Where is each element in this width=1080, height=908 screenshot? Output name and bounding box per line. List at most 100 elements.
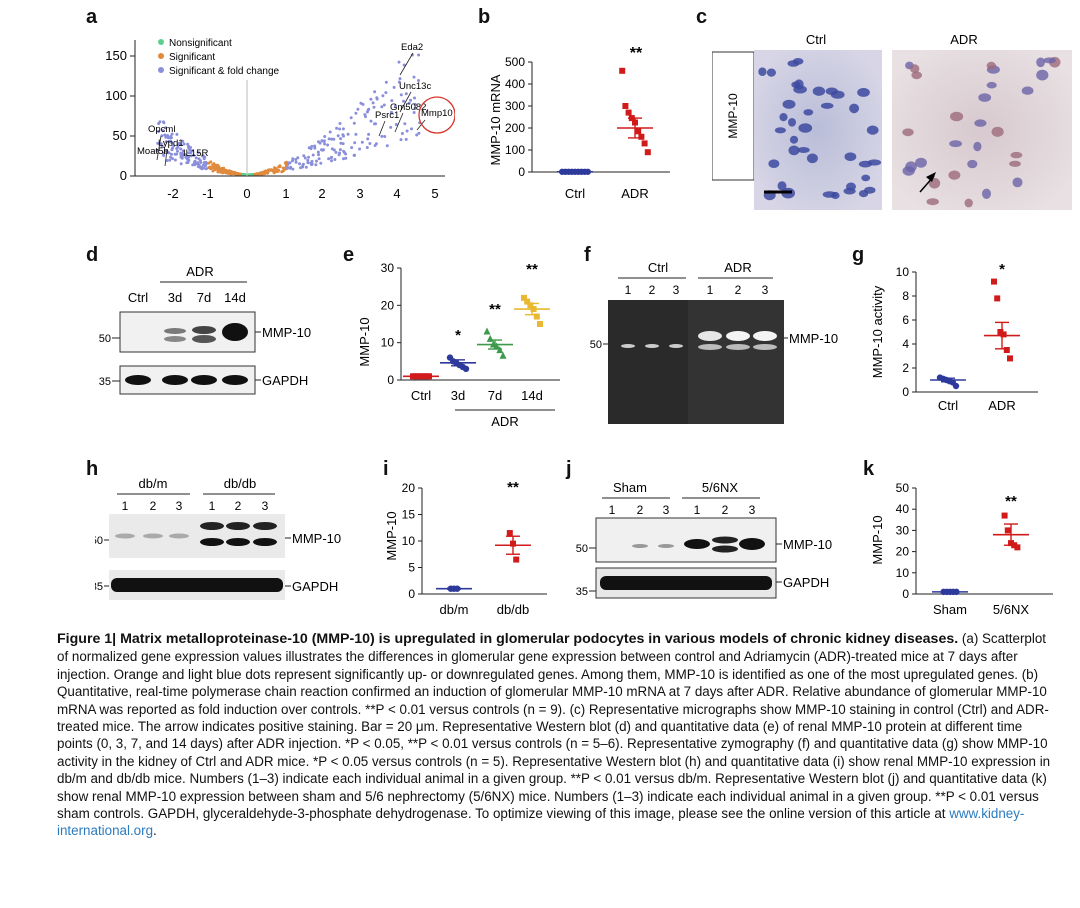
y-tick-label: 15 xyxy=(402,508,416,522)
volcano-dot xyxy=(417,131,421,135)
volcano-dot xyxy=(164,126,168,130)
volcano-dot xyxy=(316,150,320,154)
panel-label-a: a xyxy=(86,6,98,28)
significance-stars: ** xyxy=(526,261,538,278)
data-point xyxy=(991,278,997,285)
nucleus xyxy=(986,61,996,70)
volcano-dot xyxy=(399,138,403,142)
lane-label: 3 xyxy=(762,283,769,297)
lane-label: 1 xyxy=(209,499,216,513)
lane-label: Ctrl xyxy=(128,290,148,305)
y-tick-label: 10 xyxy=(896,265,910,279)
volcano-dot xyxy=(400,132,404,135)
volcano-dot xyxy=(200,154,204,158)
y-tick-label: 0 xyxy=(902,587,909,601)
y-tick: 150 xyxy=(105,48,127,63)
data-point xyxy=(644,149,651,156)
lane-label: 2 xyxy=(649,283,656,297)
volcano-dot xyxy=(155,149,159,153)
y-tick-label: 20 xyxy=(402,481,416,495)
nucleus xyxy=(1021,86,1034,95)
data-point xyxy=(952,382,960,390)
volcano-dot xyxy=(375,97,379,101)
nucleus xyxy=(774,127,786,134)
volcano-dot xyxy=(194,156,198,160)
nucleus xyxy=(779,113,788,122)
nucleus xyxy=(844,152,857,161)
x-tick: -2 xyxy=(167,186,179,201)
caption-end: . xyxy=(153,823,157,839)
data-point xyxy=(635,128,642,135)
volcano-dot xyxy=(223,169,227,173)
lane-label: 2 xyxy=(735,283,742,297)
volcano-dot xyxy=(412,75,416,79)
nucleus xyxy=(967,159,978,169)
lane-label: 3 xyxy=(673,283,680,297)
x-tick: 5 xyxy=(431,186,438,201)
y-tick-label: 100 xyxy=(505,143,525,157)
volcano-dot xyxy=(315,159,318,163)
volcano-dot xyxy=(204,167,208,171)
volcano-dot xyxy=(306,158,310,162)
caption-link[interactable]: www.kidney-international.org xyxy=(57,806,1025,839)
data-point xyxy=(527,302,534,309)
volcano-dot xyxy=(354,111,358,115)
data-point xyxy=(513,556,520,563)
nucleus xyxy=(861,174,871,182)
data-point xyxy=(1001,512,1008,519)
volcano-dot xyxy=(336,134,340,138)
volcano-dot xyxy=(197,151,200,155)
significance-stars: ** xyxy=(489,301,501,318)
legend-entry: Significant & fold change xyxy=(169,66,280,77)
volcano-dot xyxy=(390,111,394,115)
y-tick-label: 10 xyxy=(381,336,395,350)
volcano-dot xyxy=(217,169,221,173)
volcano-dot xyxy=(344,156,348,160)
nucleus xyxy=(1043,57,1056,64)
volcano-dot xyxy=(189,154,193,158)
nucleus xyxy=(910,64,920,74)
volcano-dot xyxy=(162,121,166,125)
blot-mmp10 xyxy=(109,514,285,558)
nucleus xyxy=(1036,69,1049,81)
nucleus xyxy=(926,198,939,206)
volcano-dot xyxy=(366,108,370,112)
volcano-dot xyxy=(413,102,417,106)
x-tick: 0 xyxy=(243,186,250,201)
volcano-dot xyxy=(176,149,179,153)
volcano-dot xyxy=(186,142,190,146)
volcano-dot xyxy=(369,97,373,101)
y-tick-label: 0 xyxy=(387,373,394,387)
volcano-dot xyxy=(162,154,166,157)
y-tick-label: 8 xyxy=(902,289,909,303)
volcano-dot xyxy=(314,163,318,167)
panel-label-g: g xyxy=(852,244,865,266)
significance-stars: ** xyxy=(630,45,643,62)
western-blot-h: db/m db/db 1 2 3 1 2 3 50 35 MMP-10 GAPD… xyxy=(95,476,341,600)
group-label: Ctrl xyxy=(648,260,668,275)
volcano-dot xyxy=(175,152,179,156)
nucleus xyxy=(806,153,818,164)
panel-label-f: f xyxy=(584,244,591,266)
x-category-label: Ctrl xyxy=(565,186,585,201)
nucleus xyxy=(777,181,787,191)
significance-stars: * xyxy=(999,261,1005,278)
volcano-dot xyxy=(187,151,191,155)
row-label: MMP-10 xyxy=(726,93,740,139)
volcano-dot xyxy=(180,156,184,160)
group-label: Sham xyxy=(613,480,647,495)
volcano-dot xyxy=(353,141,357,145)
mw-marker: 50 xyxy=(590,339,602,351)
volcano-dot xyxy=(161,129,165,133)
volcano-dot xyxy=(211,169,215,173)
data-point xyxy=(1014,544,1021,551)
volcano-dot xyxy=(332,137,336,141)
data-point xyxy=(619,67,626,74)
nucleus xyxy=(1009,160,1021,167)
volcano-dot xyxy=(392,85,396,89)
nucleus xyxy=(788,118,796,127)
volcano-dot xyxy=(306,161,310,165)
data-point xyxy=(1007,355,1013,362)
volcano-dot xyxy=(383,135,387,138)
lane-label: 1 xyxy=(122,499,129,513)
